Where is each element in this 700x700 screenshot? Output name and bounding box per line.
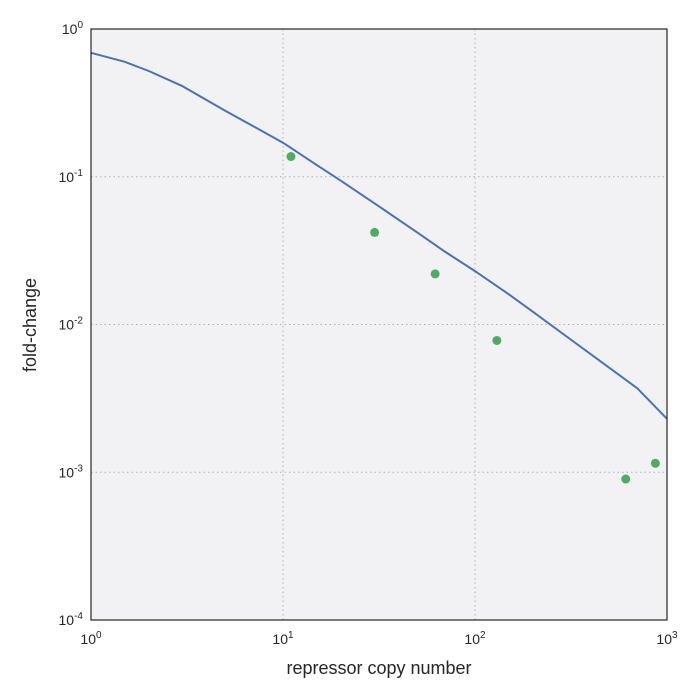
x-tick-labels: 100 101 102 103 <box>80 630 678 647</box>
x-tick-label-0: 100 <box>80 630 102 647</box>
y-tick-label-4: 100 <box>62 20 84 37</box>
data-point-1 <box>370 227 380 237</box>
data-point-3 <box>492 335 502 345</box>
y-tick-label-2: 10-2 <box>59 316 84 333</box>
y-tick-label-3: 10-1 <box>59 168 84 185</box>
x-tick-label-3: 103 <box>656 630 678 647</box>
data-point-2 <box>430 269 440 279</box>
plot-frame <box>90 28 668 621</box>
y-axis-label: fold-change <box>20 278 40 372</box>
series-line-0 <box>90 51 668 420</box>
grid-lines <box>91 29 667 620</box>
y-tick-label-1: 10-3 <box>59 463 84 480</box>
data-point-0 <box>286 152 296 162</box>
x-tick-label-1: 101 <box>272 630 294 647</box>
series-layer <box>90 51 668 484</box>
data-point-5 <box>650 458 660 468</box>
data-point-4 <box>621 474 631 484</box>
y-tick-labels: 10-4 10-3 10-2 10-1 100 <box>59 20 84 628</box>
y-tick-label-0: 10-4 <box>59 611 84 628</box>
x-axis-label: repressor copy number <box>286 658 471 678</box>
x-tick-label-2: 102 <box>464 630 486 647</box>
